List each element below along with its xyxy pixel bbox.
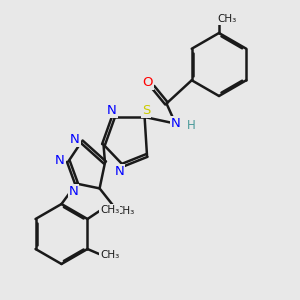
Text: N: N	[69, 184, 78, 198]
Text: CH₃: CH₃	[218, 14, 237, 24]
Text: N: N	[70, 133, 80, 146]
Text: N: N	[171, 117, 180, 130]
Text: CH₃: CH₃	[100, 205, 119, 215]
Text: H: H	[187, 118, 196, 132]
Text: N: N	[115, 165, 124, 178]
Text: N: N	[55, 154, 65, 167]
Text: CH₃: CH₃	[116, 206, 135, 216]
Text: N: N	[107, 104, 117, 117]
Text: O: O	[142, 76, 153, 89]
Text: CH₃: CH₃	[100, 250, 119, 260]
Text: S: S	[142, 104, 150, 117]
